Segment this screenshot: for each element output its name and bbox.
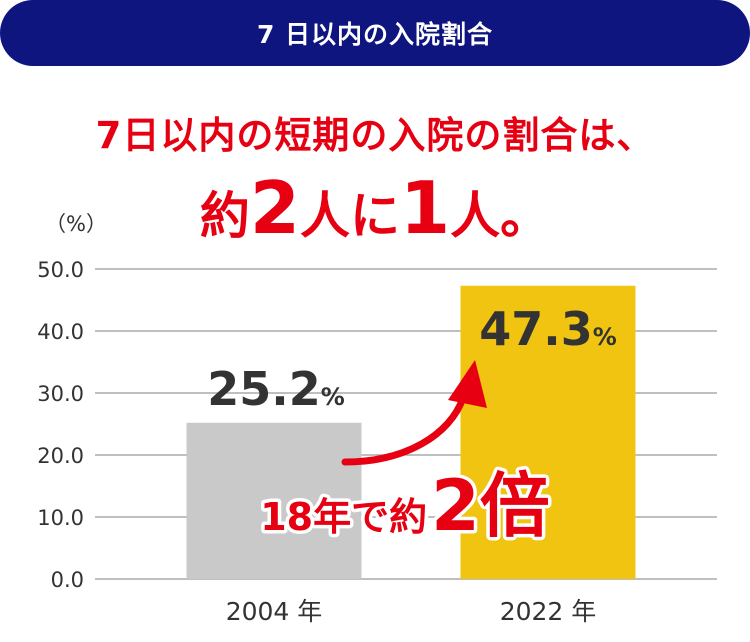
bar-2	[460, 285, 636, 579]
growth-arrow-head	[448, 360, 487, 408]
value-label-2004: 25.2%	[207, 362, 345, 416]
x-category-label: 2022 年	[500, 597, 597, 626]
x-category-label: 2004 年	[226, 597, 323, 626]
value-unit: %	[321, 383, 345, 411]
growth-arrow-shaft	[341, 394, 467, 466]
value-number: 25.2	[207, 362, 321, 416]
y-tick-label: 0.0	[51, 568, 84, 592]
headline-line1: 7日以内の短期の入院の割合は、	[95, 114, 655, 157]
growth-annotation-text: 18年で約	[260, 495, 427, 539]
headline-segment: 1	[400, 166, 451, 250]
y-tick-label: 10.0	[37, 506, 84, 530]
y-tick-label: 50.0	[37, 258, 84, 282]
y-axis-label: （%）	[45, 212, 107, 236]
headline-segment: 約	[199, 187, 250, 245]
y-tick-label: 20.0	[37, 444, 84, 468]
value-unit: %	[593, 323, 617, 351]
headline-segment: 人に	[300, 187, 400, 245]
y-tick-label: 40.0	[37, 320, 84, 344]
value-number: 47.3	[479, 302, 593, 356]
header-bar: 7 日以内の入院割合	[0, 0, 750, 66]
headline-segment: 人。	[450, 187, 551, 245]
growth-annotation: 18年で約2倍	[260, 465, 550, 547]
header-title: 7 日以内の入院割合	[256, 20, 494, 49]
y-tick-label: 30.0	[37, 382, 84, 406]
growth-annotation-highlight: 2倍	[431, 465, 550, 547]
value-label-2022: 47.3%	[479, 302, 617, 356]
bar-1	[186, 422, 362, 579]
headline-segment: 2	[249, 166, 300, 250]
headline-line2: 約2人に1人。	[0, 168, 750, 268]
